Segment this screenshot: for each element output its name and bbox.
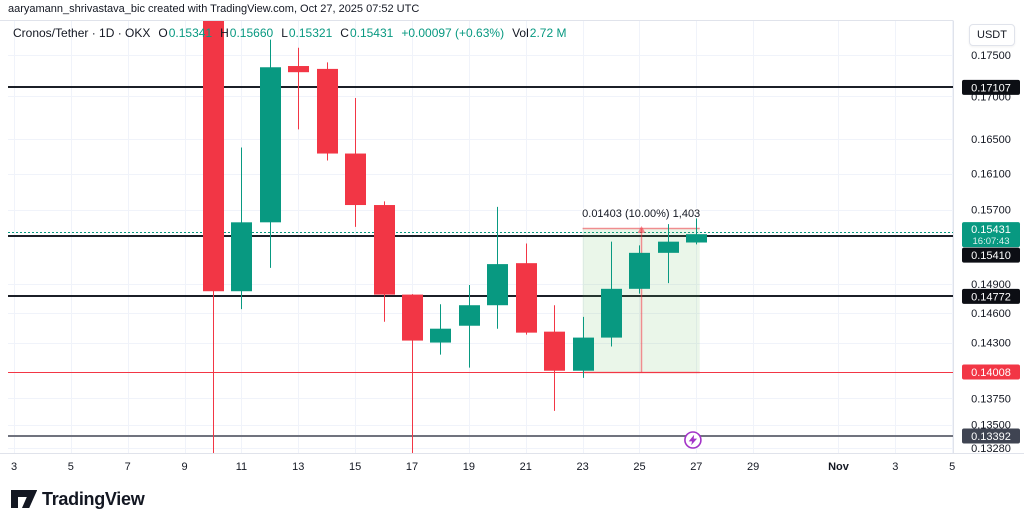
price-badge-0.14008: 0.14008: [962, 364, 1020, 380]
candle-oct-12: [260, 39, 281, 268]
candle-oct-11: [231, 147, 252, 310]
price-range-label: 0.01403 (10.00%) 1,403: [582, 208, 700, 220]
time-tick-label: 3: [11, 461, 17, 473]
price-axis[interactable]: 0.175000.170000.165000.161000.157000.149…: [962, 50, 1020, 455]
range-arrow-up-icon: [637, 226, 646, 233]
svg-text:0.14772: 0.14772: [971, 291, 1011, 303]
candle-oct-26: [658, 224, 679, 284]
tradingview-logo[interactable]: TradingView: [11, 488, 145, 510]
price-badge-0.17107: 0.17107: [962, 79, 1020, 95]
time-tick-label: 5: [68, 461, 74, 473]
svg-text:0.15431: 0.15431: [971, 224, 1011, 236]
svg-text:0.17107: 0.17107: [971, 82, 1011, 94]
time-tick-label: 9: [182, 461, 188, 473]
time-tick-label: 13: [292, 461, 304, 473]
symbol-legend: Cronos/Tether · 1D · OKX O0.15341 H0.156…: [13, 26, 566, 40]
candle-oct-15: [345, 97, 366, 227]
price-level-lines: [8, 86, 953, 437]
candle-oct-20: [487, 206, 508, 329]
price-tick-label: 0.14900: [971, 279, 1011, 291]
time-tick-label: 5: [949, 461, 955, 473]
pane-borders: [0, 20, 1024, 454]
svg-text:0.14008: 0.14008: [971, 367, 1011, 379]
time-tick-label: 17: [406, 461, 418, 473]
legend-open: O0.15341: [158, 26, 213, 40]
legend-high: H0.15660: [220, 26, 274, 40]
time-tick-label: 19: [463, 461, 475, 473]
time-tick-label: 11: [236, 461, 247, 473]
time-tick-label: 21: [520, 461, 532, 473]
candle-oct-16: [374, 201, 395, 322]
time-tick-label: 25: [633, 461, 645, 473]
price-tick-label: 0.13280: [971, 443, 1011, 455]
candles: [203, 21, 707, 453]
tradingview-logo-icon: [11, 490, 37, 508]
gridlines: [8, 21, 953, 453]
price-tick-label: 0.15700: [971, 205, 1011, 217]
candle-oct-10: [203, 21, 224, 453]
candle-oct-27: [686, 213, 707, 245]
time-tick-label: 3: [892, 461, 898, 473]
svg-text:0.13392: 0.13392: [971, 431, 1011, 443]
symbol-title: Cronos/Tether · 1D · OKX: [13, 26, 151, 40]
svg-text:0.15410: 0.15410: [971, 250, 1011, 262]
svg-text:16:07:43: 16:07:43: [973, 236, 1010, 247]
time-axis[interactable]: 3 5 7 9 11 13 15 17 19 21 23 25 27 29 Nov 3 5: [11, 461, 955, 473]
event-lightning-icon[interactable]: [684, 431, 702, 449]
candle-oct-24: [601, 241, 622, 347]
candle-oct-13: [288, 47, 309, 130]
time-tick-label: 15: [349, 461, 361, 473]
price-tick-label: 0.16500: [971, 134, 1011, 146]
legend-change: +0.00097 (+0.63%): [401, 26, 505, 40]
candle-oct-23: [573, 316, 594, 378]
legend-close: C0.15431: [340, 26, 394, 40]
candle-oct-19: [459, 284, 480, 368]
price-badge-0.15410: 0.15410: [962, 247, 1020, 263]
price-badge-0.13392: 0.13392: [962, 428, 1020, 444]
price-tick-label: 0.16100: [971, 169, 1011, 181]
price-badge-0.14772: 0.14772: [962, 288, 1020, 304]
candle-oct-18: [430, 304, 451, 355]
price-tick-label: 0.14600: [971, 308, 1011, 320]
time-tick-label: 27: [690, 461, 702, 473]
time-tick-label: Nov: [828, 461, 850, 473]
candle-oct-22: [544, 305, 565, 411]
legend-low: L0.15321: [281, 26, 333, 40]
candle-oct-25: [629, 245, 650, 294]
time-tick-label: 23: [576, 461, 588, 473]
currency-toggle-button[interactable]: USDT: [969, 24, 1015, 46]
tradingview-logo-text: TradingView: [42, 488, 145, 509]
time-tick-label: 29: [747, 461, 759, 473]
price-tick-label: 0.17500: [971, 50, 1011, 62]
candle-oct-17: [402, 294, 423, 453]
attribution-text: aaryamann_shrivastava_bic created with T…: [8, 3, 420, 15]
time-tick-label: 7: [125, 461, 131, 473]
price-tick-label: 0.14300: [971, 338, 1011, 350]
legend-volume: Vol2.72 M: [512, 26, 567, 40]
price-tick-label: 0.13750: [971, 393, 1011, 405]
candle-oct-14: [317, 62, 338, 161]
candle-oct-21: [516, 243, 537, 335]
price-range-tool[interactable]: [582, 226, 700, 374]
